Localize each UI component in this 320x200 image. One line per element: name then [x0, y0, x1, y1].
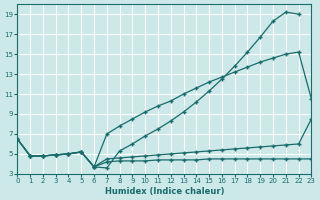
X-axis label: Humidex (Indice chaleur): Humidex (Indice chaleur) [105, 187, 224, 196]
